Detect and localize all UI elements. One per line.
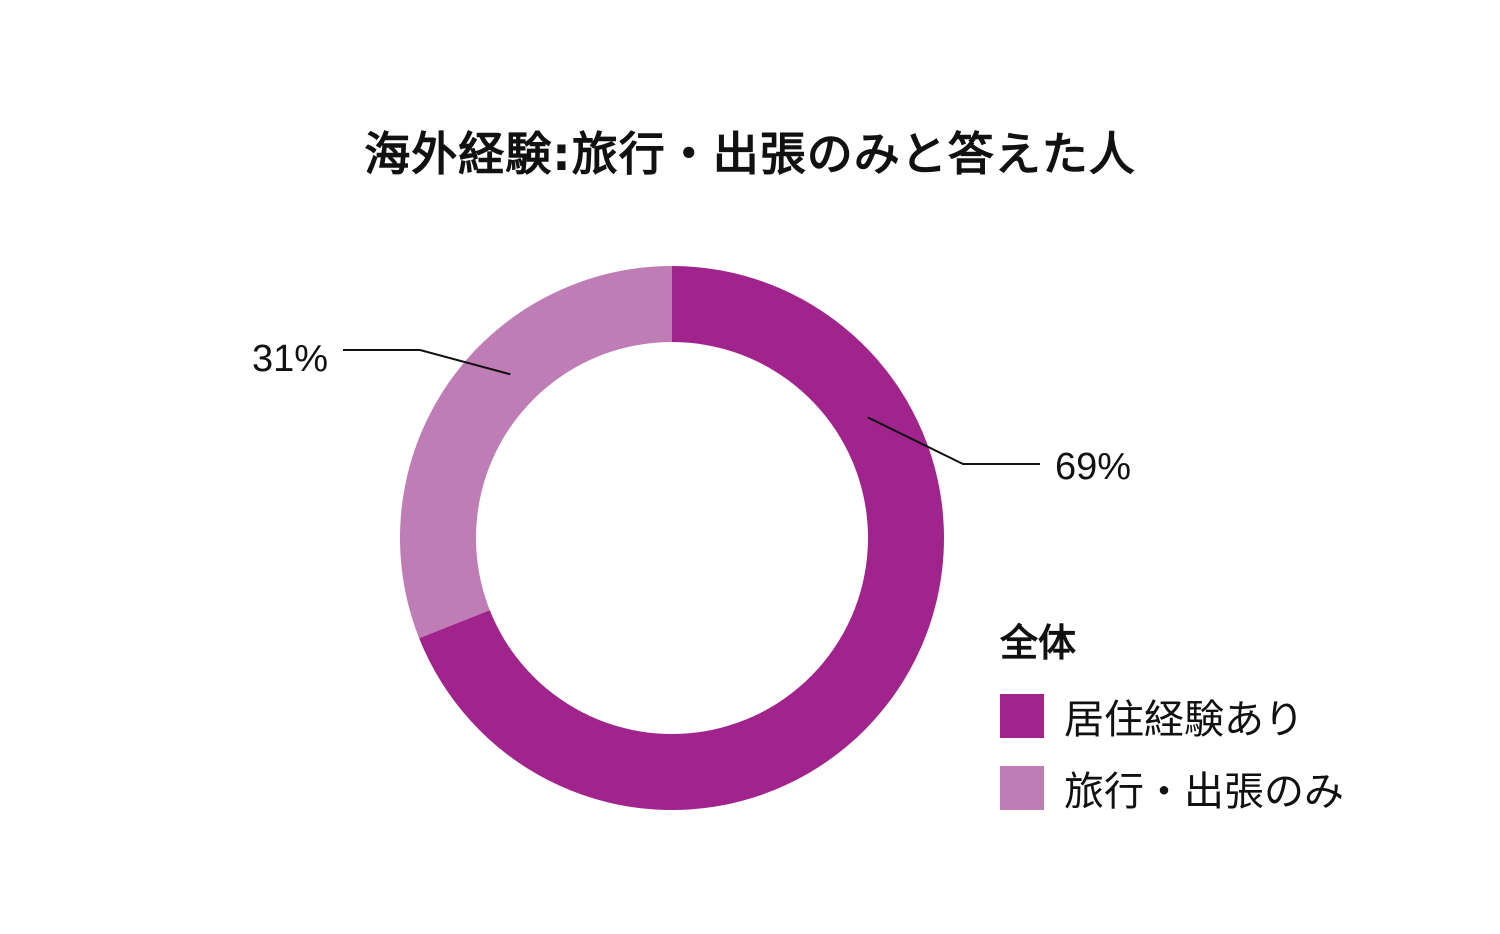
legend-swatch-travel: [1000, 766, 1044, 810]
leader-lines: [343, 349, 1040, 465]
legend-label-travel: 旅行・出張のみ: [1064, 769, 1344, 815]
leader-line-1: [343, 349, 511, 376]
percent-label-0: 69%: [1055, 446, 1131, 488]
donut-slices: [400, 266, 945, 811]
slice-1: [400, 266, 672, 639]
leader-line-0: [867, 416, 1040, 465]
legend-item-residence: 居住経験あり: [1000, 687, 1344, 745]
legend-item-travel: 旅行・出張のみ: [1000, 759, 1344, 817]
chart-title: 海外経験:旅行・出張のみと答えた人: [364, 127, 1136, 181]
percent-label-1: 31%: [252, 338, 328, 380]
percent-labels: 69% 31%: [252, 338, 1131, 488]
legend-title: 全体: [1000, 621, 1077, 665]
legend-swatch-residence: [1000, 694, 1044, 738]
legend: 全体 居住経験あり 旅行・出張のみ: [1000, 612, 1344, 831]
legend-label-residence: 居住経験あり: [1064, 697, 1304, 743]
